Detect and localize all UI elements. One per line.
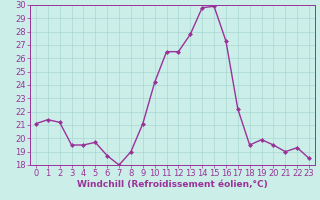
X-axis label: Windchill (Refroidissement éolien,°C): Windchill (Refroidissement éolien,°C): [77, 180, 268, 189]
